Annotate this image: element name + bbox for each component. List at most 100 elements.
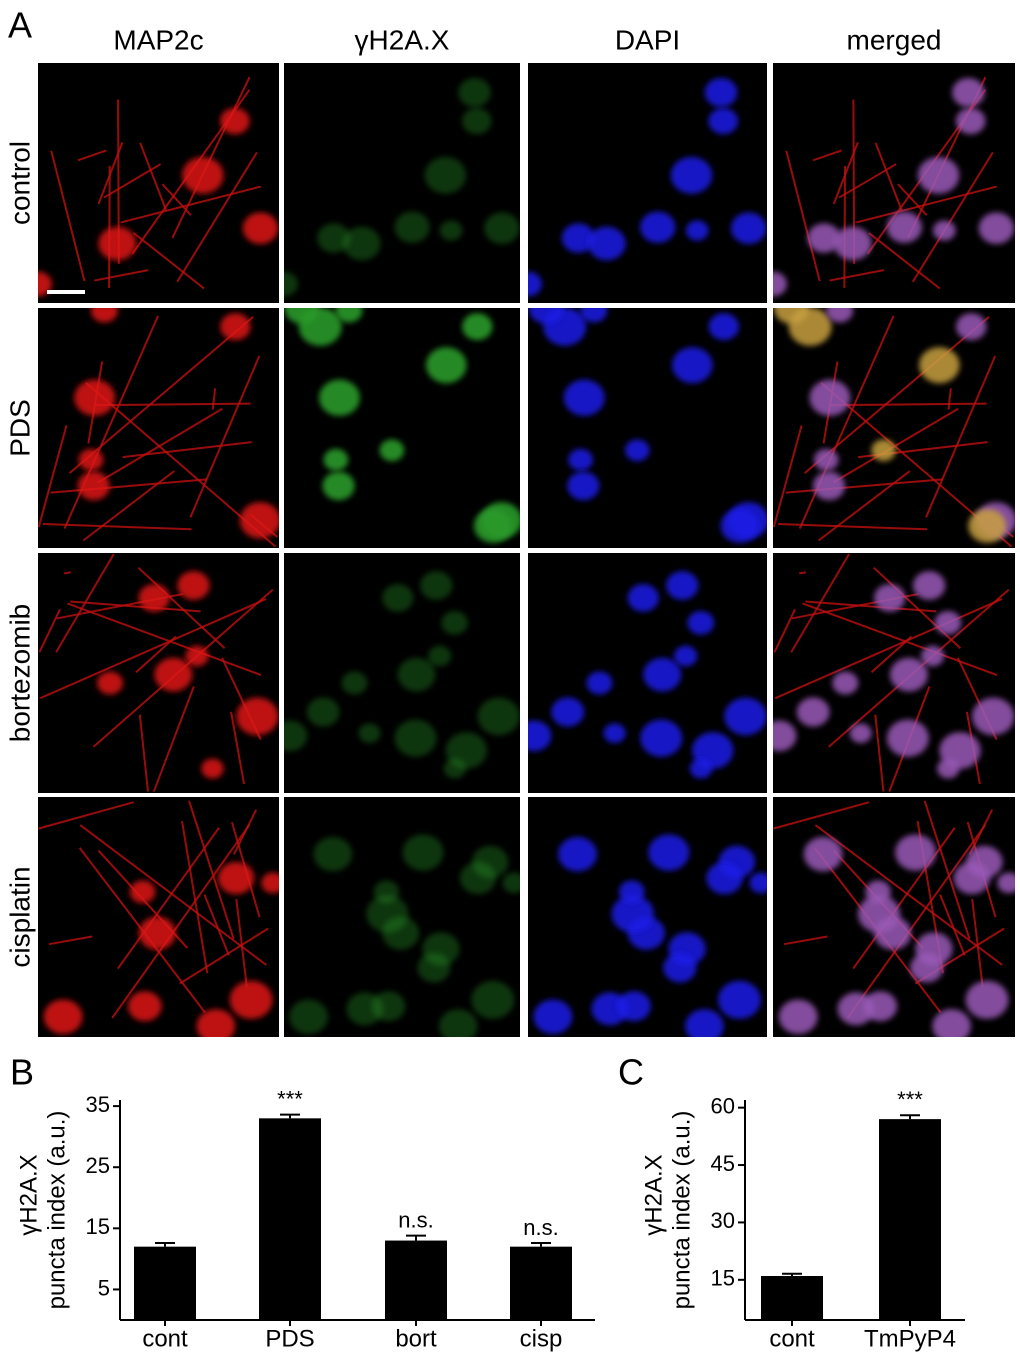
micrograph xyxy=(528,308,767,548)
cell xyxy=(420,571,453,600)
cell xyxy=(177,571,210,600)
cell xyxy=(335,308,363,323)
cell xyxy=(849,723,872,744)
neurite xyxy=(179,927,269,985)
micrograph-content xyxy=(38,800,279,1037)
neurite xyxy=(138,714,149,792)
cell xyxy=(671,347,713,384)
micrograph-content xyxy=(284,77,520,297)
neurite xyxy=(805,600,937,613)
cells xyxy=(533,834,767,1037)
cell xyxy=(322,471,355,501)
row-label: bortezomib xyxy=(4,604,35,743)
cell xyxy=(284,720,308,752)
panel-label: B xyxy=(10,1052,34,1093)
cell xyxy=(952,77,985,108)
neurite xyxy=(68,316,254,474)
neurite xyxy=(778,523,928,531)
cell xyxy=(342,226,381,261)
cells xyxy=(38,553,279,792)
cell xyxy=(953,861,991,895)
neurite xyxy=(137,566,226,649)
cell xyxy=(439,220,463,241)
cell xyxy=(857,895,901,933)
cell xyxy=(586,671,613,695)
neurite xyxy=(790,553,850,653)
cell xyxy=(182,156,224,194)
cell xyxy=(978,212,1015,245)
neurite xyxy=(152,686,195,792)
micrograph-content xyxy=(284,571,520,779)
neurite xyxy=(911,151,994,283)
neurite xyxy=(773,801,870,830)
y-tick-label: 60 xyxy=(711,1093,735,1118)
row-label: PDS xyxy=(4,399,35,457)
bar xyxy=(259,1118,321,1320)
cell xyxy=(730,212,767,245)
neurite xyxy=(799,571,807,575)
cell xyxy=(813,448,839,471)
bar xyxy=(879,1119,941,1320)
cell xyxy=(670,156,713,194)
x-tick-label: PDS xyxy=(265,1325,314,1352)
cells xyxy=(38,76,279,297)
panel-label: A xyxy=(8,5,32,46)
cell xyxy=(220,313,251,341)
micrograph-content xyxy=(528,308,767,543)
cell xyxy=(807,223,841,253)
x-tick-label: cont xyxy=(142,1325,188,1352)
neurite xyxy=(120,185,262,224)
micrograph-content xyxy=(284,308,520,543)
cell xyxy=(720,508,759,543)
cell xyxy=(812,471,846,501)
cell xyxy=(77,471,110,501)
y-tick-label: 15 xyxy=(711,1266,735,1291)
cell xyxy=(568,448,593,471)
error-bar xyxy=(280,1113,300,1119)
cell xyxy=(74,379,116,416)
cell xyxy=(129,880,156,904)
cell xyxy=(934,610,962,635)
cell xyxy=(708,313,739,341)
cell xyxy=(889,657,928,692)
cell xyxy=(796,697,830,727)
neurite xyxy=(38,801,135,830)
cell xyxy=(379,439,405,462)
micrograph-content xyxy=(533,834,767,1037)
neurite xyxy=(846,824,987,1019)
cell xyxy=(284,308,320,324)
cells xyxy=(773,76,1015,297)
significance: *** xyxy=(277,1086,303,1111)
cell xyxy=(138,916,176,950)
micrograph xyxy=(284,308,520,548)
cell xyxy=(912,571,946,600)
cell xyxy=(886,719,929,757)
cell xyxy=(643,657,682,692)
y-tick-label: 25 xyxy=(86,1153,110,1178)
cell xyxy=(955,107,986,135)
cell xyxy=(640,719,683,757)
neurite xyxy=(923,800,971,940)
cell xyxy=(477,697,520,736)
cell xyxy=(624,439,650,462)
micrographs xyxy=(38,63,1015,1037)
cells xyxy=(528,571,767,779)
cell xyxy=(341,671,368,695)
cell xyxy=(687,610,715,635)
cell xyxy=(833,226,872,261)
neurite xyxy=(947,388,952,410)
neurite xyxy=(874,142,903,211)
micrograph-content xyxy=(528,77,767,297)
micrograph-content xyxy=(773,76,1015,297)
cell xyxy=(441,610,468,635)
cell xyxy=(484,212,520,245)
cells xyxy=(38,308,279,548)
neurite xyxy=(67,602,262,677)
cell xyxy=(616,991,651,1022)
cell xyxy=(567,471,600,501)
cell xyxy=(685,1009,724,1037)
neurite xyxy=(43,523,192,531)
micrograph-content xyxy=(773,308,1015,548)
column-label: γH2A.X xyxy=(355,24,450,55)
error-bar xyxy=(782,1272,802,1276)
